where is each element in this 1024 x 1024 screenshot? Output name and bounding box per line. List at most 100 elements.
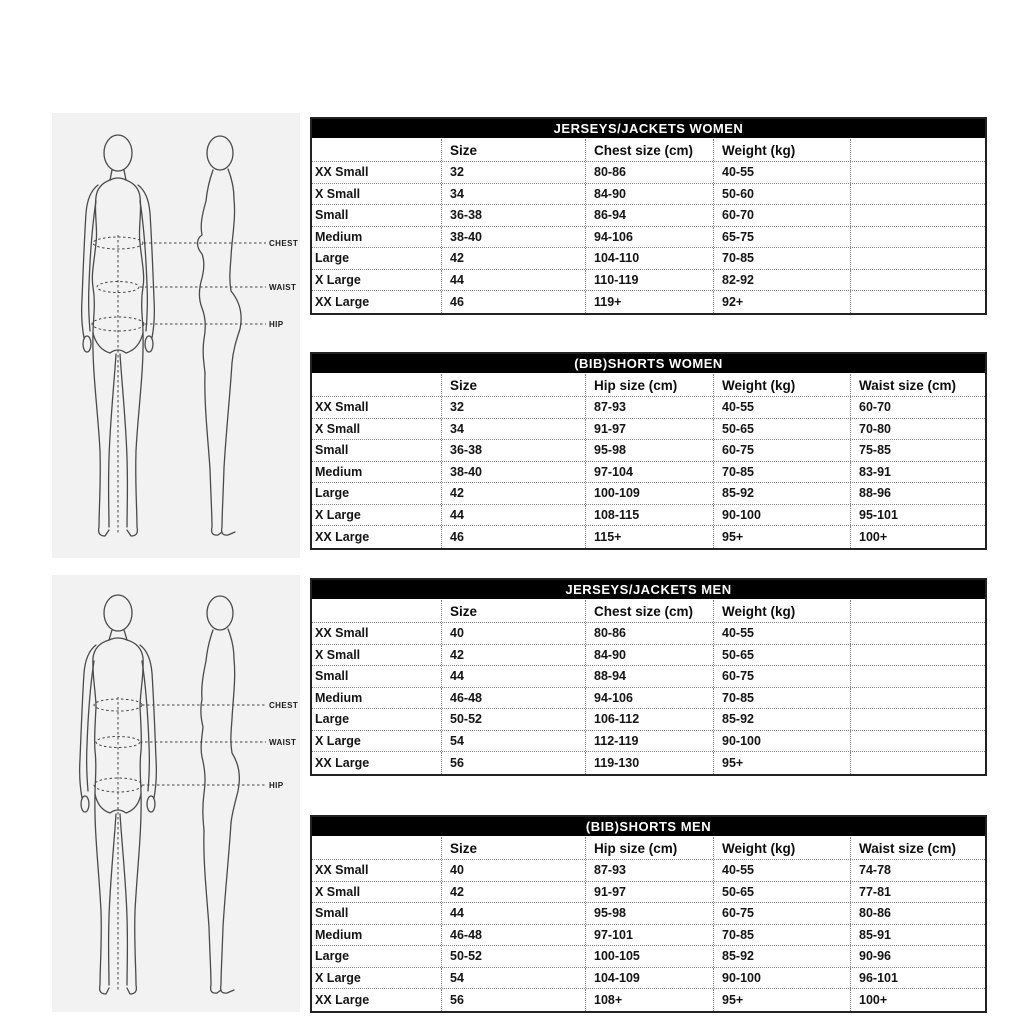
column-header: Hip size (cm) <box>585 837 713 859</box>
table-cell: 70-85 <box>713 461 850 482</box>
table-cell: 90-100 <box>713 730 850 751</box>
table-body: XX Small 40 87-93 40-55 74-78 X Small 42 91-97 5… <box>312 860 985 1011</box>
men-hip-label: HIP <box>269 781 284 790</box>
table-cell: 100+ <box>850 989 985 1011</box>
column-header: Weight (kg) <box>713 139 850 161</box>
column-header <box>312 139 441 161</box>
table-row: X Large 54 112-119 90-100 <box>312 730 985 752</box>
column-header: Weight (kg) <box>713 837 850 859</box>
table-cell <box>850 687 985 708</box>
women-measure-labels: CHEST WAIST HIP <box>140 239 298 329</box>
table-cell: 42 <box>441 881 585 902</box>
women-chest-label: CHEST <box>269 239 298 248</box>
women-waist-label: WAIST <box>269 283 296 292</box>
table-title: (BIB)SHORTS WOMEN <box>312 354 985 374</box>
row-label: Large <box>315 949 350 964</box>
women-body-diagram-panel: CHEST WAIST HIP <box>52 113 300 558</box>
table-cell: 88-94 <box>585 666 713 687</box>
row-label: X Large <box>315 970 361 985</box>
table-body: XX Small 40 80-86 40-55 X Small 42 84-90 50-65 S… <box>312 623 985 774</box>
table-cell: 106-112 <box>585 709 713 730</box>
table-cell: 40 <box>441 860 585 881</box>
table-cell: 95+ <box>713 526 850 548</box>
table-cell: 80-86 <box>850 903 985 924</box>
table-body: XX Small 32 87-93 40-55 60-70 X Small 34 91-97 5… <box>312 397 985 548</box>
table-cell: 90-96 <box>850 946 985 967</box>
column-header: Waist size (cm) <box>850 837 985 859</box>
table-cell: 91-97 <box>585 418 713 439</box>
table-cell: 85-92 <box>713 946 850 967</box>
table-cell: 95-101 <box>850 504 985 525</box>
table-cell: 60-75 <box>713 440 850 461</box>
table-row: X Large 44 110-119 82-92 <box>312 269 985 291</box>
table-cell: 97-101 <box>585 924 713 945</box>
table-cell: 88-96 <box>850 483 985 504</box>
men-measure-labels: CHEST WAIST HIP <box>140 701 298 790</box>
table-cell: 100-109 <box>585 483 713 504</box>
row-label: Large <box>315 251 350 266</box>
table-row: X Small 34 84-90 50-60 <box>312 183 985 205</box>
column-header: Size <box>441 139 585 161</box>
table-cell: 40-55 <box>713 860 850 881</box>
table-cell: 34 <box>441 183 585 204</box>
table-cell: 36-38 <box>441 205 585 226</box>
table-row: Large 42 100-109 85-92 88-96 <box>312 483 985 505</box>
table-cell: 97-104 <box>585 461 713 482</box>
size-table-shorts-women: (BIB)SHORTS WOMEN Size Hip size (cm) Weigh… <box>310 352 987 550</box>
table-cell: 42 <box>441 248 585 269</box>
table-row: Small 36-38 95-98 60-75 75-85 <box>312 440 985 462</box>
row-label: X Large <box>315 272 361 287</box>
row-label: X Small <box>315 884 361 899</box>
table-header-row: Size Hip size (cm) Weight (kg) Waist size (… <box>312 374 985 397</box>
women-front-figure <box>80 134 156 537</box>
table-cell: 60-75 <box>713 666 850 687</box>
table-cell: 100+ <box>850 526 985 548</box>
column-header <box>312 374 441 396</box>
row-label: XX Small <box>315 863 369 878</box>
men-body-diagram: CHEST WAIST HIP <box>78 594 298 995</box>
table-cell: 87-93 <box>585 860 713 881</box>
table-cell <box>850 752 985 774</box>
table-cell: 65-75 <box>713 226 850 247</box>
table-cell: 108+ <box>585 989 713 1011</box>
table-header-row: Size Hip size (cm) Weight (kg) Waist size (… <box>312 837 985 860</box>
row-label: Medium <box>315 464 363 479</box>
row-label: XX Large <box>315 755 370 770</box>
table-cell: 34 <box>441 418 585 439</box>
table-cell: 104-110 <box>585 248 713 269</box>
row-label: XX Large <box>315 992 370 1007</box>
table-header-row: Size Chest size (cm) Weight (kg) <box>312 600 985 623</box>
table-row: X Small 42 84-90 50-65 <box>312 644 985 666</box>
table-cell <box>850 666 985 687</box>
row-label: Small <box>315 443 349 458</box>
table-cell: 90-100 <box>713 967 850 988</box>
table-cell: 70-85 <box>713 687 850 708</box>
table-cell <box>850 162 985 183</box>
table-row: XX Small 40 87-93 40-55 74-78 <box>312 860 985 882</box>
table-cell: 84-90 <box>585 183 713 204</box>
table-cell: 60-75 <box>713 903 850 924</box>
table-header-row: Size Chest size (cm) Weight (kg) <box>312 139 985 162</box>
table-cell: 46 <box>441 526 585 548</box>
table-cell <box>850 709 985 730</box>
women-side-figure <box>196 135 242 536</box>
table-body: XX Small 32 80-86 40-55 X Small 34 84-90 50-60 S… <box>312 162 985 313</box>
row-label: Small <box>315 669 349 684</box>
table-cell: 50-65 <box>713 418 850 439</box>
table-row: X Small 42 91-97 50-65 77-81 <box>312 881 985 903</box>
table-cell: 40-55 <box>713 397 850 418</box>
column-header <box>850 139 985 161</box>
table-row: XX Small 32 87-93 40-55 60-70 <box>312 397 985 419</box>
table-cell: 50-52 <box>441 709 585 730</box>
row-label: Small <box>315 906 349 921</box>
table-cell: 44 <box>441 504 585 525</box>
table-cell: 74-78 <box>850 860 985 881</box>
table-cell: 84-90 <box>585 644 713 665</box>
row-label: X Large <box>315 507 361 522</box>
women-measurement-marks <box>91 235 145 533</box>
women-body-diagram: CHEST WAIST HIP <box>80 134 298 537</box>
table-row: Small 44 95-98 60-75 80-86 <box>312 903 985 925</box>
table-cell: 85-92 <box>713 709 850 730</box>
table-cell: 80-86 <box>585 162 713 183</box>
